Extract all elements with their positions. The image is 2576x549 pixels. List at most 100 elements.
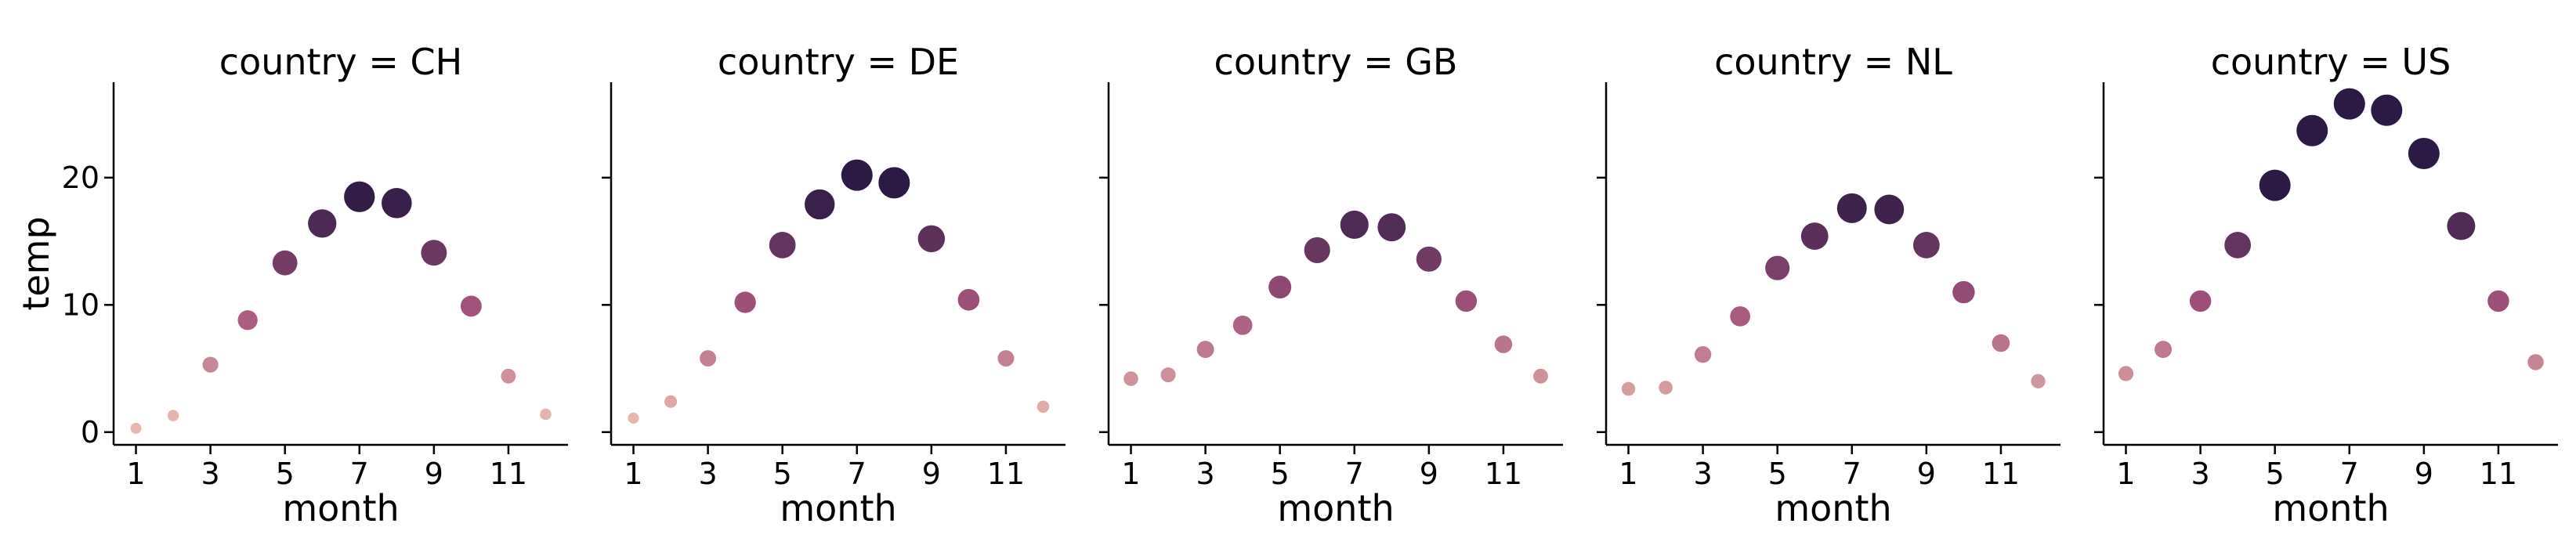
data-point-0-2 (202, 356, 219, 373)
x-axis-label-1: month (780, 487, 896, 529)
data-point-2-8 (1416, 246, 1442, 272)
data-point-4-6 (2333, 88, 2365, 120)
data-point-4-8 (2408, 137, 2440, 169)
x-tick-label-2-0: 1 (1121, 457, 1140, 491)
x-tick-label-3-4: 9 (1917, 457, 1936, 491)
x-tick-label-1-3: 7 (848, 457, 867, 491)
x-tick-label-0-3: 7 (350, 457, 369, 491)
y-tick-label-0: 0 (81, 415, 99, 450)
facet-title-4: country = US (2211, 41, 2451, 83)
x-tick-label-0-2: 5 (276, 457, 295, 491)
data-point-1-6 (841, 159, 873, 191)
data-point-3-5 (1800, 222, 1829, 250)
facet-title-3: country = NL (1714, 41, 1952, 83)
data-point-2-1 (1160, 367, 1176, 383)
data-point-1-3 (734, 291, 756, 313)
data-point-4-9 (2447, 211, 2476, 240)
data-point-2-3 (1232, 315, 1253, 335)
data-point-0-5 (308, 209, 337, 238)
data-point-1-9 (957, 289, 980, 311)
x-axis-label-3: month (1775, 487, 1891, 529)
x-tick-label-2-4: 9 (1420, 457, 1438, 491)
data-point-4-2 (2189, 290, 2212, 312)
data-point-1-8 (917, 225, 946, 253)
data-point-2-4 (1268, 276, 1292, 299)
x-tick-label-3-2: 5 (1768, 457, 1787, 491)
data-point-1-11 (1037, 400, 1050, 413)
x-tick-label-4-0: 1 (2116, 457, 2135, 491)
x-tick-label-1-1: 3 (699, 457, 718, 491)
data-point-4-0 (2118, 366, 2134, 381)
x-tick-label-3-0: 1 (1619, 457, 1637, 491)
data-point-1-5 (805, 189, 835, 220)
data-point-1-10 (997, 350, 1015, 367)
x-tick-label-0-1: 3 (201, 457, 220, 491)
data-point-0-7 (382, 188, 412, 219)
x-tick-label-4-2: 5 (2266, 457, 2285, 491)
data-point-3-9 (1952, 280, 1975, 304)
data-point-1-2 (700, 350, 717, 367)
data-point-1-7 (878, 167, 910, 199)
data-point-4-11 (2527, 354, 2544, 370)
data-point-2-5 (1304, 237, 1330, 264)
data-point-3-10 (1992, 334, 2010, 352)
data-point-4-3 (2224, 232, 2252, 258)
facet-title-0: country = CH (219, 41, 462, 83)
facet-title-2: country = GB (1214, 41, 1458, 83)
x-axis-label-2: month (1277, 487, 1394, 529)
data-point-1-0 (628, 412, 639, 424)
data-point-3-0 (1621, 381, 1636, 396)
data-point-0-3 (237, 310, 258, 330)
x-tick-label-4-1: 3 (2191, 457, 2210, 491)
data-point-0-8 (421, 240, 447, 266)
x-tick-label-3-1: 3 (1694, 457, 1713, 491)
x-tick-label-2-5: 11 (1485, 457, 1522, 491)
data-point-2-9 (1455, 290, 1478, 312)
x-tick-label-3-5: 11 (1982, 457, 2020, 491)
data-point-3-2 (1694, 345, 1712, 363)
data-point-1-1 (664, 395, 678, 408)
data-point-4-10 (2487, 290, 2509, 312)
x-tick-label-4-4: 9 (2415, 457, 2433, 491)
data-point-3-6 (1836, 193, 1867, 223)
x-tick-label-2-3: 7 (1345, 457, 1364, 491)
data-point-4-5 (2296, 114, 2328, 146)
data-point-3-11 (2031, 374, 2046, 388)
x-axis-label-4: month (2272, 487, 2389, 529)
y-axis-label: temp (15, 216, 57, 310)
data-point-2-2 (1196, 341, 1214, 359)
data-point-3-8 (1912, 232, 1940, 258)
data-point-0-0 (130, 422, 142, 434)
data-point-2-7 (1377, 213, 1406, 242)
x-tick-label-1-4: 9 (922, 457, 941, 491)
x-tick-label-0-5: 11 (490, 457, 527, 491)
x-tick-label-2-2: 5 (1271, 457, 1290, 491)
data-point-4-7 (2371, 94, 2403, 126)
data-point-1-4 (769, 232, 796, 258)
x-tick-label-1-0: 1 (624, 457, 642, 491)
data-point-0-4 (272, 250, 298, 276)
x-tick-label-2-1: 3 (1196, 457, 1215, 491)
data-point-0-9 (460, 295, 482, 317)
data-point-3-1 (1659, 381, 1673, 395)
data-point-0-6 (344, 181, 375, 212)
data-point-2-6 (1340, 210, 1369, 240)
x-tick-label-1-2: 5 (773, 457, 792, 491)
data-point-0-11 (540, 408, 552, 421)
data-point-3-4 (1765, 255, 1790, 280)
data-point-3-7 (1874, 194, 1905, 225)
y-tick-label-1: 10 (62, 287, 99, 322)
data-point-4-4 (2259, 169, 2291, 201)
x-tick-label-1-5: 11 (987, 457, 1025, 491)
data-point-2-0 (1123, 371, 1138, 386)
y-tick-label-2: 20 (62, 161, 99, 195)
data-point-0-10 (501, 368, 516, 384)
data-point-3-3 (1730, 306, 1750, 327)
data-point-0-1 (167, 410, 179, 421)
x-tick-label-0-0: 1 (126, 457, 145, 491)
data-point-2-10 (1494, 335, 1513, 353)
x-tick-label-4-5: 11 (2480, 457, 2517, 491)
data-point-4-1 (2155, 341, 2173, 359)
